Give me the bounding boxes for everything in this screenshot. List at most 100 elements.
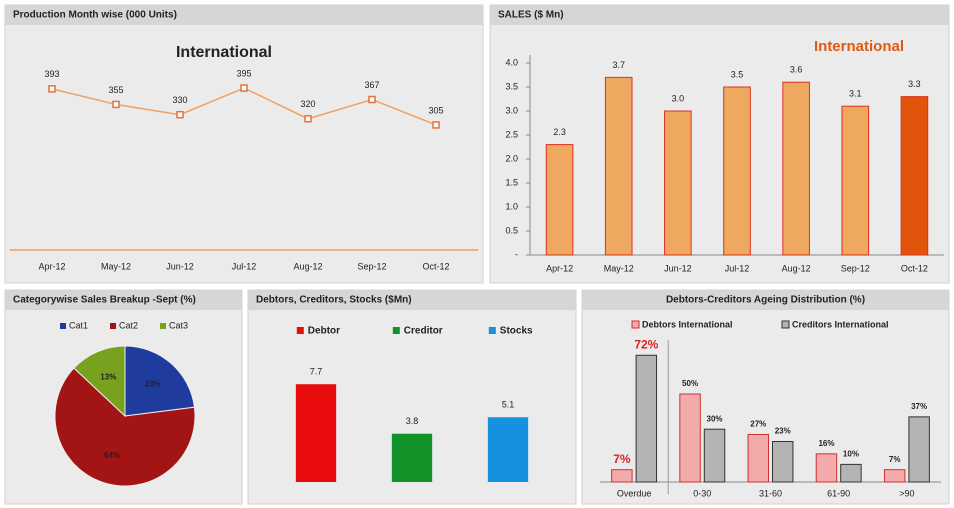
data-label: 50% — [682, 379, 698, 388]
y-tick-label: 0.5 — [505, 225, 518, 235]
y-tick-label: 1.0 — [505, 201, 518, 211]
x-tick-label: Jun-12 — [166, 261, 194, 271]
marker — [304, 115, 312, 123]
data-label: 3.1 — [849, 89, 862, 99]
x-tick-label: Jul-12 — [232, 261, 257, 271]
legend-swatch — [160, 323, 166, 329]
x-tick-label: 0-30 — [693, 488, 711, 498]
data-label: 395 — [236, 68, 251, 78]
bar — [391, 433, 433, 482]
chart-subtitle: International — [176, 44, 272, 61]
y-tick-label: - — [515, 249, 518, 259]
bar — [782, 81, 810, 256]
x-tick-label: May-12 — [101, 261, 131, 271]
data-label: 7% — [889, 455, 901, 464]
y-tick-label: 3.5 — [505, 81, 518, 91]
data-label: 23% — [145, 380, 161, 389]
y-tick-label: 2.0 — [505, 153, 518, 163]
bar — [664, 110, 692, 256]
legend-swatch — [488, 327, 496, 334]
data-label: 367 — [364, 80, 379, 90]
bar — [747, 433, 769, 483]
bar — [772, 441, 794, 483]
data-label: 13% — [100, 373, 116, 382]
pie-slice — [73, 345, 126, 418]
chart-title: Production Month wise (000 Units) — [13, 10, 177, 21]
x-tick-label: Aug-12 — [293, 261, 322, 271]
bar — [908, 416, 930, 483]
marker — [368, 95, 376, 104]
x-tick-label: Oct-12 — [901, 263, 928, 273]
data-label: 330 — [172, 95, 187, 105]
bar — [604, 76, 633, 256]
bar — [841, 105, 870, 256]
panel-header — [5, 5, 483, 25]
bar — [883, 469, 906, 483]
legend-label: Debtor — [308, 326, 340, 337]
bar — [703, 428, 726, 483]
data-label: 10% — [843, 450, 859, 459]
legend-label: Stocks — [500, 326, 533, 337]
data-label: 30% — [707, 414, 723, 423]
marker — [48, 85, 56, 93]
panel-header — [5, 290, 242, 310]
panel-header — [248, 290, 576, 310]
data-label: 7% — [613, 452, 631, 466]
data-label: 3.0 — [672, 93, 685, 103]
marker — [432, 121, 440, 129]
y-tick-label: 3.0 — [505, 105, 518, 115]
bar — [679, 393, 701, 483]
y-tick-label: 4.0 — [505, 57, 518, 67]
data-label: 23% — [775, 427, 791, 436]
legend-swatch — [60, 323, 66, 329]
bar — [900, 96, 929, 256]
data-label: 37% — [911, 402, 927, 411]
bar — [487, 417, 529, 482]
data-label: 7.7 — [310, 367, 323, 377]
data-label: 3.5 — [731, 69, 744, 79]
legend-label: Cat2 — [119, 320, 138, 330]
x-tick-label: Sep-12 — [357, 261, 386, 271]
bar — [815, 453, 838, 483]
marker — [240, 84, 248, 92]
legend-label: Cat1 — [69, 320, 88, 330]
panel — [4, 4, 484, 284]
legend-swatch — [392, 327, 400, 334]
legend-label: Creditor — [404, 326, 443, 337]
legend-label: Cat3 — [169, 320, 188, 330]
pie-slice — [54, 367, 196, 487]
data-label: 320 — [300, 99, 315, 109]
data-label: 5.1 — [502, 400, 515, 410]
x-tick-label: >90 — [899, 488, 914, 498]
bar — [840, 463, 862, 483]
legend-label: Debtors International — [642, 319, 733, 329]
data-label: 16% — [818, 439, 834, 448]
chart-title: Categorywise Sales Breakup -Sept (%) — [13, 295, 196, 306]
bar — [723, 86, 751, 256]
bar — [295, 384, 337, 482]
bar — [635, 354, 658, 483]
data-label: 64% — [104, 451, 120, 460]
chart-title: Debtors-Creditors Ageing Distribution (%… — [666, 295, 865, 306]
pie-slice — [124, 345, 196, 417]
data-label: 72% — [634, 337, 658, 351]
data-label: 3.8 — [406, 416, 419, 426]
chart-subtitle: International — [814, 38, 904, 55]
data-label: 3.7 — [612, 60, 625, 70]
panel-header — [582, 290, 949, 310]
marker — [112, 100, 120, 109]
bar — [545, 144, 574, 256]
x-tick-label: 61-90 — [827, 488, 850, 498]
x-tick-label: Sep-12 — [841, 263, 870, 273]
x-tick-label: Apr-12 — [38, 261, 65, 271]
legend-label: Creditors International — [792, 319, 889, 329]
x-tick-label: Jun-12 — [664, 263, 692, 273]
bar — [611, 469, 633, 483]
data-label: 27% — [750, 420, 766, 429]
chart-title: SALES ($ Mn) — [498, 10, 564, 21]
x-tick-label: Jul-12 — [725, 263, 750, 273]
y-tick-label: 2.5 — [505, 129, 518, 139]
marker — [176, 110, 184, 119]
x-tick-label: Oct-12 — [422, 261, 449, 271]
